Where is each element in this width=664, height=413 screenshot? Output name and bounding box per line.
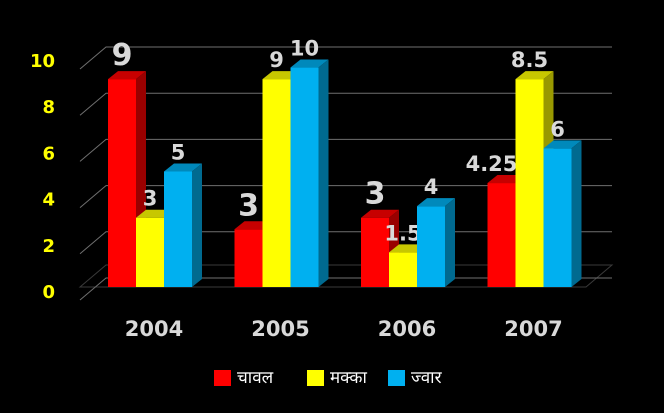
bar — [262, 79, 291, 287]
legend-swatch — [388, 370, 405, 386]
x-category-label: 2006 — [378, 317, 436, 341]
y-tick-label: 0 — [42, 282, 55, 303]
bar-top — [417, 198, 455, 207]
bar — [290, 67, 319, 287]
y-tick-label: 10 — [30, 51, 55, 72]
bar-top — [515, 71, 554, 80]
x-category-label: 2007 — [504, 317, 562, 341]
bar — [417, 206, 445, 287]
legend-label: ज्वार — [411, 368, 443, 388]
data-label: 6 — [550, 117, 565, 141]
bar-top — [290, 59, 329, 68]
data-label: 5 — [171, 141, 186, 165]
data-label: 8.5 — [511, 48, 548, 72]
y-tick-label: 6 — [42, 143, 55, 164]
x-category-label: 2005 — [251, 317, 309, 341]
x-category-label: 2004 — [125, 317, 183, 341]
bar-top — [543, 140, 582, 149]
gridline — [79, 185, 612, 208]
bar — [515, 79, 544, 287]
data-label: 3 — [143, 187, 158, 211]
gridline — [79, 46, 612, 70]
y-tick-label: 2 — [42, 236, 55, 257]
y-tick-label: 8 — [42, 97, 55, 118]
bar — [389, 252, 417, 287]
data-label: 9 — [112, 38, 133, 73]
bar-top — [164, 163, 202, 172]
gridline — [79, 92, 612, 116]
data-label: 10 — [290, 37, 319, 61]
legend-swatch — [214, 370, 231, 386]
bar-top — [361, 209, 399, 218]
bar — [234, 229, 263, 287]
legend-swatch — [307, 370, 324, 386]
bar — [361, 217, 389, 287]
data-label: 3 — [238, 188, 259, 223]
bar-side — [192, 163, 202, 287]
data-label: 3 — [365, 177, 386, 212]
gridline — [79, 138, 612, 162]
bar-side — [445, 198, 455, 287]
data-label: 4.25 — [466, 152, 518, 176]
bar — [487, 183, 516, 287]
bar — [136, 217, 164, 287]
bar-side — [571, 140, 582, 287]
data-label: 4 — [424, 175, 439, 199]
legend-label: चावल — [237, 368, 274, 388]
bar — [543, 148, 572, 287]
data-label: 1.5 — [384, 221, 421, 245]
bar — [108, 79, 136, 287]
bar-side — [318, 59, 329, 287]
y-tick-label: 4 — [42, 190, 55, 211]
legend-label: मक्का — [330, 368, 367, 388]
bar — [164, 171, 192, 287]
data-label: 9 — [269, 48, 284, 72]
bar-top — [108, 71, 146, 80]
